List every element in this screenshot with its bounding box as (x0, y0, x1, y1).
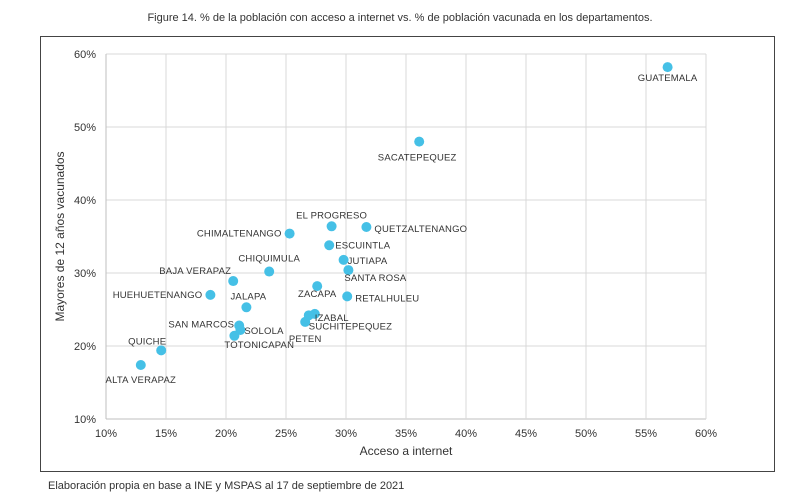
label-quiche: QUICHE (128, 336, 166, 347)
data-points (135, 62, 673, 370)
label-baja-verapaz: BAJA VERAPAZ (159, 266, 231, 277)
x-axis-title: Acceso a internet (360, 444, 453, 458)
x-tick-label: 10% (95, 428, 117, 440)
point-jalapa (241, 302, 252, 313)
point-quetzaltenango (361, 222, 372, 233)
label-huehuetenango: HUEHUETENANGO (113, 290, 203, 301)
x-tick-label: 30% (335, 428, 357, 440)
point-quiche (156, 345, 167, 356)
label-quetzaltenango: QUETZALTENANGO (374, 224, 467, 235)
label-peten: PETEN (289, 334, 322, 345)
label-zacapa: ZACAPA (298, 289, 337, 300)
x-tick-label: 55% (635, 428, 657, 440)
label-totonicapan: TOTONICAPAN (224, 340, 294, 351)
point-jutiapa (338, 254, 349, 265)
point-retalhuleu (342, 291, 353, 302)
label-santa-rosa: SANTA ROSA (344, 273, 406, 284)
point-escuintla (324, 240, 335, 251)
y-tick-label: 20% (74, 341, 96, 353)
label-jalapa: JALAPA (230, 291, 266, 302)
point-baja-verapaz (228, 276, 239, 287)
y-tick-labels: 10% 20% 30% 40% 50% 60% (74, 49, 96, 426)
label-retalhuleu: RETALHULEU (355, 293, 419, 304)
label-solola: SOLOLA (244, 326, 284, 337)
point-labels: GUATEMALA SACATEPEQUEZ EL PROGRESO QUETZALT… (106, 73, 698, 386)
label-izabal: IZABAL (315, 313, 349, 324)
label-el-progreso: EL PROGRESO (296, 210, 367, 221)
figure-title: Figure 14. % de la población con acceso … (147, 12, 653, 24)
label-escuintla: ESCUINTLA (335, 240, 391, 251)
x-tick-label: 50% (575, 428, 597, 440)
y-tick-label: 40% (74, 195, 96, 207)
point-chiquimula (264, 266, 275, 277)
label-guatemala: GUATEMALA (638, 73, 698, 84)
x-tick-label: 15% (155, 428, 177, 440)
point-sacatepequez (414, 136, 425, 147)
label-alta-verapaz: ALTA VERAPAZ (106, 375, 177, 386)
x-tick-label: 45% (515, 428, 537, 440)
point-totonicapan (229, 330, 240, 341)
point-huehuetenango (205, 289, 216, 300)
label-jutiapa: JUTIAPA (348, 256, 388, 267)
y-tick-label: 50% (74, 122, 96, 134)
x-tick-label: 60% (695, 428, 717, 440)
chart-frame (40, 36, 775, 472)
y-tick-label: 30% (74, 268, 96, 280)
label-chiquimula: CHIQUIMULA (238, 254, 300, 265)
label-san-marcos: SAN MARCOS (168, 320, 234, 331)
point-alta-verapaz (135, 359, 146, 370)
x-tick-label: 25% (275, 428, 297, 440)
label-sacatepequez: SACATEPEQUEZ (378, 153, 457, 164)
point-guatemala (662, 62, 673, 73)
label-suchitepequez: SUCHITEPEQUEZ (309, 321, 392, 332)
x-tick-label: 20% (215, 428, 237, 440)
point-chimaltenango (284, 228, 295, 239)
point-santa-rosa (343, 265, 354, 276)
source-note: Elaboración propia en base a INE y MSPAS… (48, 480, 405, 492)
y-axis-title: Mayores de 12 años vacunados (53, 151, 67, 321)
y-tick-label: 10% (74, 414, 96, 426)
point-el-progreso (326, 221, 337, 232)
x-tick-labels: 10% 15% 20% 25% 30% 35% 40% 45% 50% 55% 60% (95, 428, 717, 440)
x-tick-label: 35% (395, 428, 417, 440)
point-peten (300, 316, 311, 327)
label-chimaltenango: CHIMALTENANGO (197, 229, 282, 240)
point-zacapa (312, 281, 323, 292)
x-tick-label: 40% (455, 428, 477, 440)
y-tick-label: 60% (74, 49, 96, 61)
